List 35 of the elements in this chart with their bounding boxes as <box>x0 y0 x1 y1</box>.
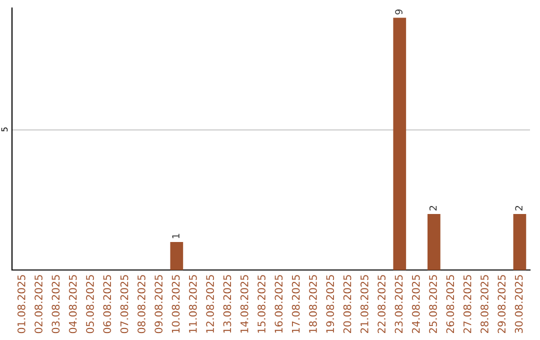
x-tick-label: 09.08.2025 <box>154 275 163 334</box>
x-tick-label: 15.08.2025 <box>258 275 266 333</box>
x-tick-label: 25.08.2025 <box>429 275 437 334</box>
x-tick-label: 23.08.2025 <box>394 275 403 334</box>
x-tick-label: 05.08.2025 <box>86 275 94 334</box>
x-tick-label: 20.08.2025 <box>343 275 352 334</box>
x-tick-label: 21.08.2025 <box>360 275 368 334</box>
x-tick-label: 29.08.2025 <box>498 275 506 334</box>
x-tick-label: 24.08.2025 <box>412 275 420 334</box>
x-tick-label: 19.08.2025 <box>326 275 334 333</box>
x-tick-label: 30.08.2025 <box>514 275 523 334</box>
x-tick-label: 10.08.2025 <box>172 275 180 333</box>
data-label: 2 <box>515 206 522 210</box>
x-tick-label: 18.08.2025 <box>309 275 317 333</box>
x-tick-label: 01.08.2025 <box>17 275 26 334</box>
y-tick-label: 5 <box>1 127 8 132</box>
x-tick-label: 03.08.2025 <box>52 275 60 334</box>
data-label: 1 <box>172 234 180 238</box>
x-tick-label: 17.08.2025 <box>292 275 300 333</box>
data-label: 9 <box>395 10 402 14</box>
x-tick-label: 07.08.2025 <box>120 275 128 334</box>
x-tick-label: 16.08.2025 <box>274 275 283 333</box>
x-tick-label: 08.08.2025 <box>138 275 146 334</box>
x-tick-label: 27.08.2025 <box>463 275 472 334</box>
x-tick-label: 13.08.2025 <box>223 275 232 333</box>
x-tick-label: 06.08.2025 <box>103 275 112 334</box>
x-tick-label: 12.08.2025 <box>206 275 214 333</box>
x-tick-label: 11.08.2025 <box>188 275 197 333</box>
x-tick-label: 04.08.2025 <box>68 275 77 334</box>
x-tick-label: 14.08.2025 <box>240 275 248 333</box>
x-tick-label: 28.08.2025 <box>480 275 488 334</box>
x-tick-label: 26.08.2025 <box>446 275 454 334</box>
data-label: 2 <box>429 206 437 210</box>
x-tick-label: 22.08.2025 <box>378 275 386 334</box>
x-tick-label: 02.08.2025 <box>34 275 42 334</box>
